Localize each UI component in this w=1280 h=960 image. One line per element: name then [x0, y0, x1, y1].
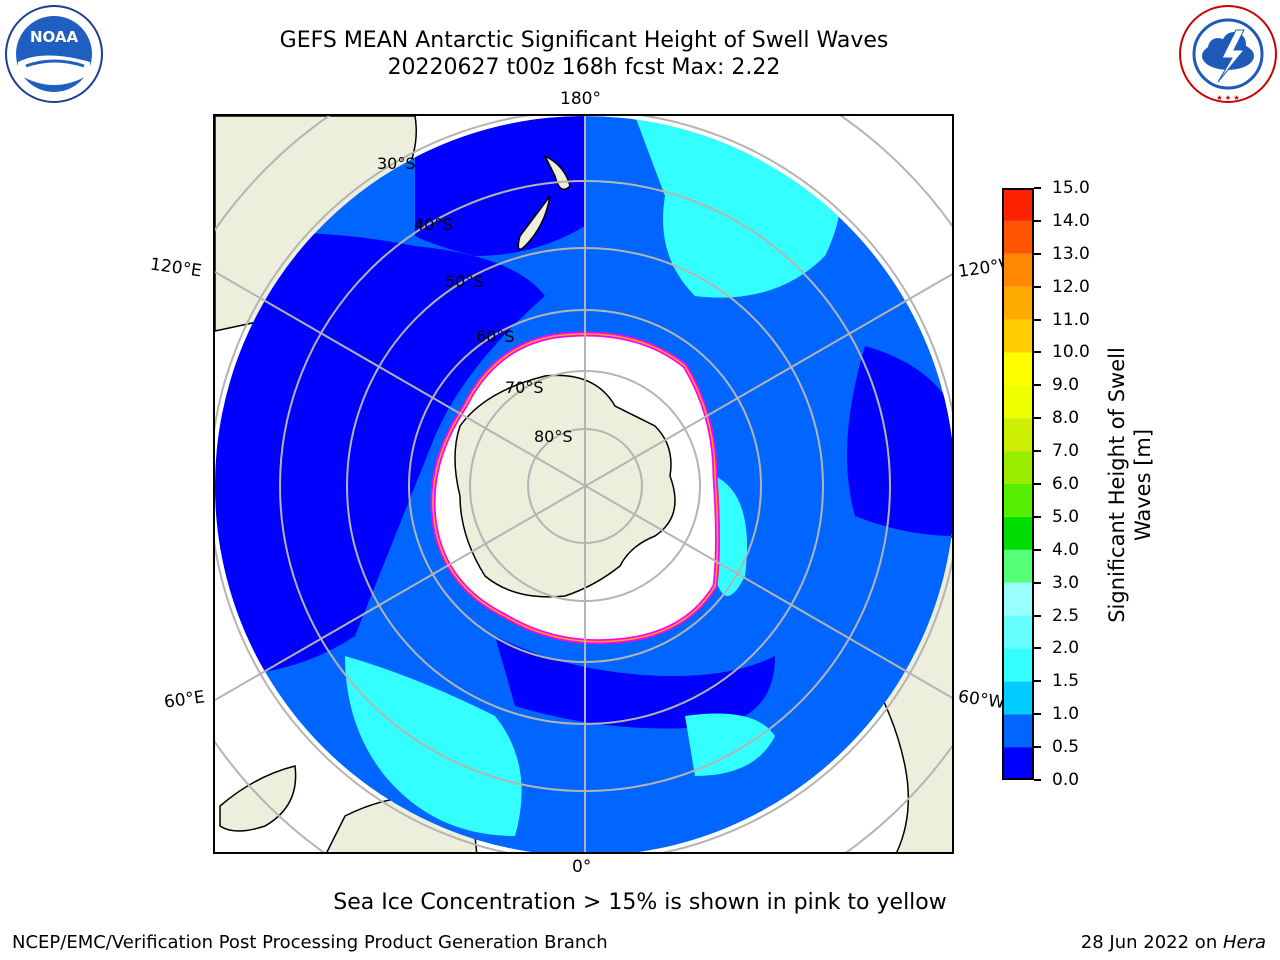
colorbar-segment: [1002, 549, 1034, 583]
colorbar-tick-mark: [1034, 384, 1041, 387]
colorbar-tick-mark: [1034, 779, 1041, 781]
colorbar-tick-label: 5.0: [1052, 506, 1080, 527]
colorbar-tick-label: 1.0: [1052, 704, 1080, 725]
colorbar-segment: [1002, 220, 1034, 254]
colorbar-tick-label: 1.5: [1052, 671, 1080, 692]
colorbar-tick-label: 4.0: [1052, 539, 1080, 560]
chart-subtitle: 20220627 t00z 168h fcst Max: 2.22: [387, 55, 781, 80]
noaa-logo-text: NOAA: [30, 28, 79, 46]
land-antarctica: [454, 374, 676, 598]
colorbar: [1002, 188, 1034, 780]
svg-text:★ ★ ★: ★ ★ ★: [1216, 94, 1239, 102]
colorbar-segment: [1002, 286, 1034, 320]
colorbar-tick-mark: [1034, 581, 1041, 584]
colorbar-tick-label: 6.0: [1052, 474, 1080, 494]
colorbar-label-line2: Waves [m]: [1131, 428, 1155, 542]
colorbar-segment: [1002, 747, 1034, 780]
colorbar-label-line1: Significant Height of Swell: [1105, 347, 1129, 623]
footer-host: Hera: [1222, 932, 1266, 953]
map-panel: 30°S 40°S 50°S 60°S 70°S 80°S: [213, 114, 954, 854]
colorbar-tick-label: 0.5: [1052, 737, 1080, 758]
colorbar-tick-label: 8.0: [1052, 408, 1080, 429]
sea-ice-caption: Sea Ice Concentration > 15% is shown in …: [333, 890, 947, 915]
colorbar-tick-label: 9.0: [1052, 375, 1080, 396]
lat-label-40s: 40°S: [414, 215, 453, 234]
footer-branch: NCEP/EMC/Verification Post Processing Pr…: [12, 932, 608, 953]
colorbar-tick-mark: [1034, 746, 1041, 749]
colorbar-tick-mark: [1034, 219, 1041, 222]
colorbar-tick-label: 2.0: [1052, 638, 1080, 659]
lon-label-0: 0°: [572, 857, 592, 877]
colorbar-segment: [1002, 253, 1034, 287]
swell-1-5m-atlantic: [345, 656, 522, 836]
swell-1-5m-south: [685, 713, 775, 776]
colorbar-tick-mark: [1034, 450, 1041, 453]
noaa-logo: NOAA: [5, 5, 103, 103]
colorbar-tick-label: 3.0: [1052, 572, 1080, 593]
colorbar-tick-label: 0.0: [1052, 770, 1080, 790]
colorbar-tick-label: 12.0: [1052, 276, 1090, 297]
ocean-low-swell-south: [495, 636, 775, 729]
colorbar-tick-mark: [1034, 187, 1041, 189]
footer-date: 28 Jun 2022 on Hera: [1081, 932, 1266, 953]
ocean-low-swell-west: [215, 232, 545, 676]
footer-date-text: 28 Jun 2022 on: [1080, 932, 1223, 953]
colorbar-segment: [1002, 385, 1034, 419]
lat-label-30s: 30°S: [377, 154, 416, 173]
nws-logo: ★ ★ ★: [1179, 5, 1277, 103]
colorbar-segment: [1002, 319, 1034, 353]
colorbar-tick-label: 13.0: [1052, 243, 1090, 264]
colorbar-tick-label: 15.0: [1052, 178, 1090, 198]
colorbar-segment: [1002, 648, 1034, 682]
colorbar-segment: [1002, 188, 1034, 221]
colorbar-tick-mark: [1034, 548, 1041, 551]
lon-label-120e: 120°E: [148, 254, 203, 282]
colorbar-segment: [1002, 714, 1034, 748]
colorbar-tick-mark: [1034, 483, 1041, 485]
colorbar-label: Significant Height of Swell Waves [m]: [1104, 347, 1156, 623]
lat-label-80s: 80°S: [534, 427, 573, 446]
colorbar-segment: [1002, 681, 1034, 715]
lon-label-60w: 60°W: [956, 686, 1007, 714]
polar-map: [215, 116, 952, 852]
colorbar-tick-mark: [1034, 285, 1041, 288]
colorbar-tick-mark: [1034, 680, 1041, 683]
colorbar-tick-mark: [1034, 647, 1041, 650]
lat-label-50s: 50°S: [445, 272, 484, 291]
colorbar-tick-label: 14.0: [1052, 210, 1090, 231]
colorbar-segment: [1002, 418, 1034, 452]
colorbar-tick-label: 7.0: [1052, 441, 1080, 462]
colorbar-tick-label: 10.0: [1052, 342, 1090, 363]
colorbar-segment: [1002, 484, 1034, 517]
lat-label-60s: 60°S: [476, 327, 515, 346]
chart-title: GEFS MEAN Antarctic Significant Height o…: [279, 28, 889, 53]
lat-label-70s: 70°S: [505, 378, 544, 397]
colorbar-segment: [1002, 615, 1034, 649]
ocean-low-swell-east: [847, 346, 952, 536]
lon-label-60e: 60°E: [162, 687, 207, 713]
colorbar-tick-label: 2.5: [1052, 605, 1080, 626]
colorbar-tick-mark: [1034, 614, 1041, 617]
colorbar-tick-mark: [1034, 713, 1041, 716]
colorbar-tick-mark: [1034, 318, 1041, 321]
colorbar-tick-mark: [1034, 515, 1041, 518]
colorbar-tick-mark: [1034, 252, 1041, 255]
colorbar-segment: [1002, 451, 1034, 484]
colorbar-segment: [1002, 352, 1034, 386]
colorbar-tick-mark: [1034, 351, 1041, 354]
colorbar-segment: [1002, 516, 1034, 550]
lon-label-180: 180°: [560, 89, 601, 109]
colorbar-tick-label: 11.0: [1052, 309, 1090, 330]
colorbar-tick-mark: [1034, 417, 1041, 420]
colorbar-segment: [1002, 582, 1034, 616]
